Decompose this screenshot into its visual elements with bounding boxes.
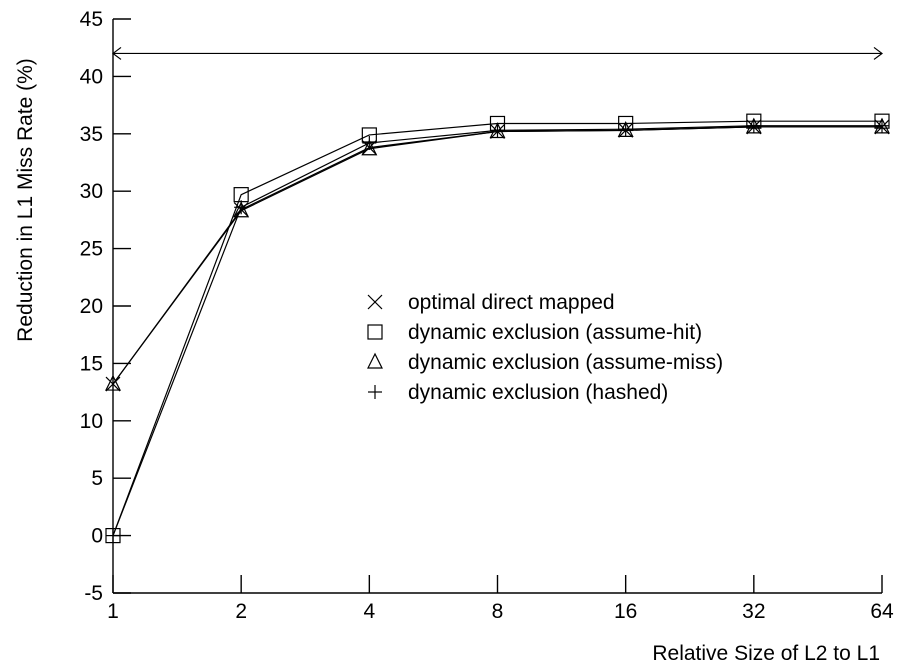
data-point [361, 139, 378, 156]
legend-label: optimal direct mapped [408, 291, 615, 314]
series-line [112, 126, 882, 385]
legend-item: dynamic exclusion (assume-hit) [367, 321, 702, 344]
x-tick-label: 32 [742, 600, 765, 623]
legend: optimal direct mapped dynamic exclusion (… [367, 291, 723, 404]
x-tick-label: 8 [492, 600, 504, 623]
legend-item: dynamic exclusion (assume-miss) [367, 351, 723, 374]
x-axis-title: Relative Size of L2 to L1 [652, 642, 880, 665]
data-point [233, 201, 250, 218]
y-tick-label: 10 [80, 410, 103, 433]
data-point [490, 123, 505, 138]
legend-marker-triangle-icon [367, 352, 383, 369]
reference-arrow [112, 46, 883, 60]
legend-item: dynamic exclusion (hashed) [368, 381, 668, 404]
data-point [106, 528, 120, 543]
triangle-shape [361, 139, 378, 156]
series-group [105, 113, 890, 544]
arrow-head-right [873, 46, 883, 60]
legend-marker-plus-icon [368, 385, 382, 399]
x-tick-label: 64 [870, 600, 894, 623]
y-axis-ticks: -5 0 5 10 15 20 25 30 35 40 45 [80, 8, 131, 605]
legend-marker-square-icon [367, 324, 383, 340]
y-tick-label: 5 [91, 467, 103, 490]
series-3 [105, 117, 890, 391]
legend-label: dynamic exclusion (hashed) [408, 381, 668, 404]
y-tick-label: 45 [80, 8, 103, 31]
data-point [746, 118, 761, 133]
y-axis-title: Reduction in L1 Miss Rate (%) [14, 58, 37, 342]
y-tick-label: -5 [84, 582, 103, 605]
arrow-head-left [112, 46, 122, 60]
data-point [618, 122, 633, 137]
y-tick-label: 15 [80, 352, 103, 375]
series-line [112, 126, 882, 385]
x-tick-label: 16 [614, 600, 637, 623]
legend-marker-x-icon [367, 294, 383, 310]
triangle-shape [367, 352, 383, 369]
series-4 [106, 118, 889, 543]
data-point [105, 374, 121, 391]
triangle-shape [233, 201, 250, 218]
y-tick-label: 35 [80, 123, 103, 146]
y-tick-label: 30 [80, 180, 103, 203]
square-shape [367, 324, 383, 340]
triangle-shape [105, 374, 121, 391]
legend-label: dynamic exclusion (assume-hit) [408, 321, 702, 344]
y-tick-label: 40 [80, 65, 103, 88]
x-tick-label: 2 [235, 600, 247, 623]
data-point [875, 118, 889, 133]
x-tick-label: 1 [107, 600, 119, 623]
data-point [234, 200, 249, 215]
y-tick-label: 25 [80, 238, 103, 261]
data-point [362, 135, 377, 150]
y-tick-label: 0 [91, 525, 103, 548]
x-axis-ticks: 1 2 4 8 16 32 64 [107, 575, 894, 623]
x-tick-label: 4 [363, 600, 375, 623]
x-stroke [367, 294, 383, 310]
legend-item: optimal direct mapped [367, 291, 615, 314]
legend-label: dynamic exclusion (assume-miss) [408, 351, 723, 374]
y-tick-label: 20 [80, 295, 103, 318]
